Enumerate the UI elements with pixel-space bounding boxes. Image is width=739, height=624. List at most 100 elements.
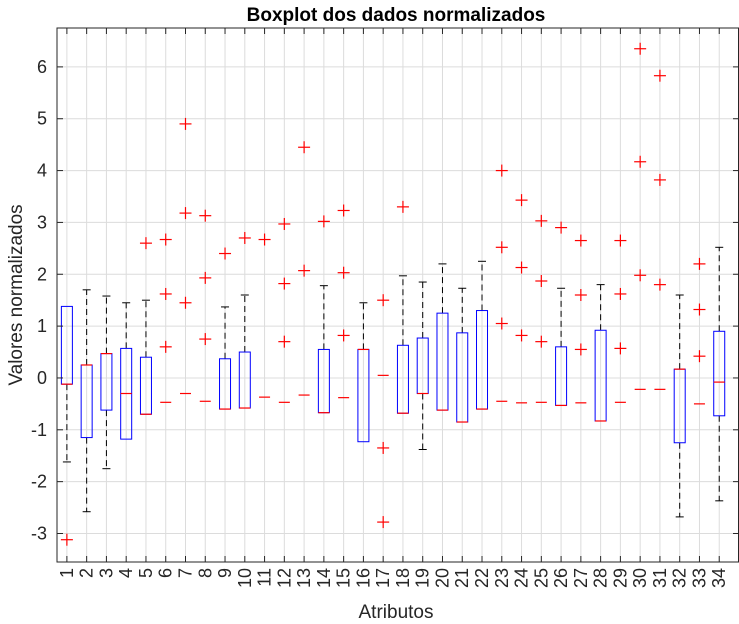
- x-tick-label: 5: [136, 568, 156, 578]
- outlier-marker: [574, 343, 587, 356]
- outlier-marker: [515, 194, 528, 207]
- chart-title: Boxplot dos dados normalizados: [247, 5, 546, 26]
- x-tick-label: 16: [353, 568, 373, 588]
- box-group-32: [673, 294, 686, 518]
- y-tick-label: -1: [31, 420, 47, 440]
- x-tick-label: 10: [235, 568, 255, 588]
- box-group-12: [278, 217, 291, 403]
- outlier-marker: [179, 296, 192, 309]
- box-group-11: [258, 233, 271, 398]
- x-tick-label: 20: [432, 568, 452, 588]
- x-tick-label: 15: [334, 568, 354, 588]
- x-tick-label: 21: [452, 568, 472, 588]
- outlier-marker: [634, 155, 647, 168]
- outlier-marker: [614, 342, 627, 355]
- box-group-33: [693, 257, 706, 405]
- x-tick-label: 33: [689, 568, 709, 588]
- box-group-15: [337, 204, 350, 399]
- box-group-30: [634, 42, 647, 390]
- x-tick-label: 28: [591, 568, 611, 588]
- x-tick-label: 17: [373, 568, 393, 588]
- x-tick-label: 8: [195, 568, 215, 578]
- x-tick-label: 4: [116, 568, 136, 578]
- y-tick-label: -2: [31, 472, 47, 492]
- box-group-2: [80, 289, 93, 513]
- box-group-9: [219, 247, 232, 410]
- box-group-16: [357, 302, 370, 443]
- outlier-marker: [278, 277, 291, 290]
- box-group-29: [614, 234, 627, 403]
- outlier-marker: [377, 294, 390, 307]
- x-tick-label: 34: [709, 568, 729, 588]
- box-group-31: [653, 69, 666, 390]
- outlier-marker: [159, 233, 172, 246]
- outlier-marker: [337, 266, 350, 279]
- outlier-marker: [199, 333, 212, 346]
- x-tick-labels: 1 2 3 4 5 6 7 8 9 10 11 12 13 14 15 16 17 18 19 20 21 22 23 24 2…: [57, 568, 729, 588]
- x-tick-label: 24: [512, 568, 532, 588]
- outlier-marker: [219, 247, 232, 260]
- y-tick-label: 4: [37, 161, 47, 181]
- outlier-marker: [238, 231, 251, 244]
- outlier-marker: [179, 117, 192, 130]
- box-group-23: [495, 164, 508, 402]
- x-tick-label: 14: [314, 568, 334, 588]
- outlier-marker: [159, 287, 172, 300]
- x-axis-label: Atributos: [359, 602, 434, 623]
- x-tick-label: 2: [77, 568, 97, 578]
- box: [713, 330, 726, 417]
- y-tick-label: -3: [31, 523, 47, 543]
- outlier-marker: [495, 317, 508, 330]
- box-group-24: [515, 194, 528, 404]
- x-tick-label: 29: [610, 568, 630, 588]
- outlier-marker: [377, 516, 390, 529]
- x-tick-label: 3: [96, 568, 116, 578]
- y-tick-labels: -3 -2 -1 0 1 2 3 4 5 6: [31, 57, 47, 544]
- outlier-marker: [693, 350, 706, 363]
- outlier-marker: [555, 221, 568, 234]
- outlier-marker: [535, 335, 548, 348]
- box-group-8: [199, 209, 212, 402]
- y-tick-label: 5: [37, 109, 47, 129]
- outlier-marker: [60, 533, 73, 546]
- x-tick-label: 23: [492, 568, 512, 588]
- outlier-marker: [337, 204, 350, 217]
- x-tick-label: 26: [551, 568, 571, 588]
- axes-frame: [56, 27, 739, 563]
- outlier-marker: [317, 215, 330, 228]
- x-tick-label: 1: [57, 568, 77, 578]
- plot-area: [57, 28, 739, 562]
- outlier-marker: [337, 329, 350, 342]
- box-group-19: [416, 281, 429, 450]
- box-group-25: [535, 214, 548, 403]
- x-tick-label: 22: [472, 568, 492, 588]
- box-group-27: [574, 234, 587, 404]
- outlier-marker: [515, 329, 528, 342]
- outlier-marker: [535, 275, 548, 288]
- outlier-marker: [298, 141, 311, 154]
- outlier-marker: [278, 335, 291, 348]
- x-tick-label: 13: [294, 568, 314, 588]
- outlier-marker: [278, 217, 291, 230]
- outlier-marker: [258, 233, 271, 246]
- outlier-marker: [298, 264, 311, 277]
- outlier-marker: [634, 42, 647, 55]
- outlier-marker: [495, 241, 508, 254]
- box-group-22: [476, 260, 489, 410]
- box-group-21: [456, 287, 469, 423]
- x-tick-label: 11: [255, 568, 275, 587]
- outlier-marker: [396, 200, 409, 213]
- y-tick-label: 6: [37, 57, 47, 77]
- outlier-marker: [159, 340, 172, 353]
- outlier-marker: [653, 173, 666, 186]
- box-group-14: [317, 215, 330, 414]
- box-group-3: [100, 295, 113, 470]
- outlier-marker: [614, 287, 627, 300]
- box-group-7: [179, 117, 192, 395]
- x-tick-label: 12: [274, 568, 294, 588]
- boxes-layer: [60, 42, 726, 546]
- box-group-5: [139, 237, 152, 415]
- outlier-marker: [693, 303, 706, 316]
- outlier-marker: [139, 237, 152, 250]
